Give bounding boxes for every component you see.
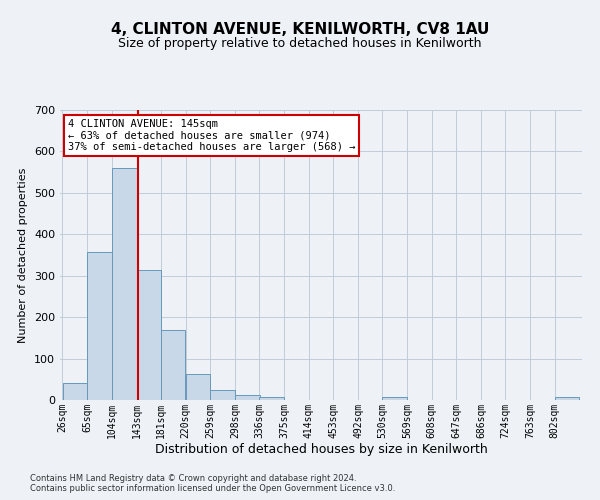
Text: Distribution of detached houses by size in Kenilworth: Distribution of detached houses by size … xyxy=(155,442,487,456)
Y-axis label: Number of detached properties: Number of detached properties xyxy=(19,168,28,342)
Bar xyxy=(161,330,185,400)
Bar xyxy=(137,270,161,400)
Bar xyxy=(112,168,137,400)
Bar xyxy=(62,384,87,400)
Text: 4 CLINTON AVENUE: 145sqm
← 63% of detached houses are smaller (974)
37% of semi-: 4 CLINTON AVENUE: 145sqm ← 63% of detach… xyxy=(68,118,355,152)
Bar xyxy=(382,397,407,400)
Bar xyxy=(186,374,210,400)
Text: 4, CLINTON AVENUE, KENILWORTH, CV8 1AU: 4, CLINTON AVENUE, KENILWORTH, CV8 1AU xyxy=(111,22,489,38)
Text: Contains HM Land Registry data © Crown copyright and database right 2024.: Contains HM Land Registry data © Crown c… xyxy=(30,474,356,483)
Bar xyxy=(235,395,260,400)
Bar xyxy=(88,252,112,400)
Bar xyxy=(555,397,580,400)
Bar xyxy=(259,396,284,400)
Text: Contains public sector information licensed under the Open Government Licence v3: Contains public sector information licen… xyxy=(30,484,395,493)
Bar xyxy=(211,390,235,400)
Text: Size of property relative to detached houses in Kenilworth: Size of property relative to detached ho… xyxy=(118,38,482,51)
